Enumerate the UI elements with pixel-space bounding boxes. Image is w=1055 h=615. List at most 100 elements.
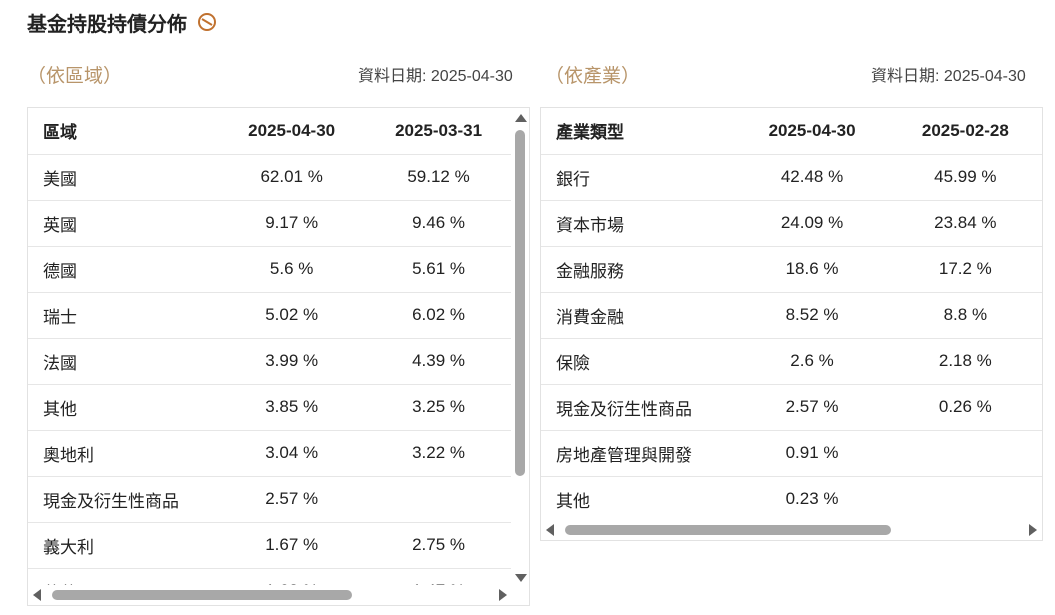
industry-value-cell: 45.99 % <box>888 154 1042 201</box>
horizontal-scroll-thumb[interactable] <box>565 525 891 535</box>
scroll-left-arrow-icon[interactable] <box>546 524 554 536</box>
column-header-region: 區域 <box>28 108 219 155</box>
industry-horizontal-scrollbar[interactable] <box>541 520 1042 540</box>
industry-name-cell: 保險 <box>541 338 736 385</box>
region-horizontal-scrollbar[interactable] <box>28 585 512 605</box>
industry-table-row: 金融服務 18.6 % 17.2 % <box>541 246 1042 293</box>
scroll-right-arrow-icon[interactable] <box>499 589 507 601</box>
column-header-date-2: 2025-02-28 <box>888 108 1042 155</box>
region-table-row: 瑞士 5.02 % 6.02 % <box>28 292 512 339</box>
industry-name-cell: 資本市場 <box>541 200 736 247</box>
region-value-cell: 6.02 % <box>365 292 512 339</box>
region-value-cell: 3.85 % <box>218 384 366 431</box>
vertical-scroll-thumb[interactable] <box>515 130 525 476</box>
industry-value-cell: 24.09 % <box>735 200 889 247</box>
industry-value-cell: 2.18 % <box>888 338 1042 385</box>
region-name-cell: 瑞士 <box>28 292 219 339</box>
scroll-up-arrow-icon[interactable] <box>515 114 527 122</box>
industry-name-cell: 現金及衍生性商品 <box>541 384 736 431</box>
region-value-cell: 5.6 % <box>218 246 366 293</box>
region-name-cell: 英國 <box>28 200 219 247</box>
industry-data-date: 資料日期: 2025-04-30 <box>871 68 1026 85</box>
industry-table-row: 銀行 42.48 % 45.99 % <box>541 154 1042 201</box>
region-table-row: 其他 3.85 % 3.25 % <box>28 384 512 431</box>
region-data-date: 資料日期: 2025-04-30 <box>358 68 513 85</box>
region-section-label: （依區域） <box>27 66 123 87</box>
region-value-cell: 5.02 % <box>218 292 366 339</box>
region-value-cell <box>365 476 512 523</box>
region-table-row: 英國 9.17 % 9.46 % <box>28 200 512 247</box>
industry-table-row: 現金及衍生性商品 2.57 % 0.26 % <box>541 384 1042 431</box>
industry-value-cell: 0.26 % <box>888 384 1042 431</box>
region-name-cell: 荷蘭 <box>28 568 219 585</box>
page-title-text: 基金持股持債分佈 <box>27 13 187 36</box>
region-value-cell: 3.99 % <box>218 338 366 385</box>
industry-name-cell: 銀行 <box>541 154 736 201</box>
scroll-down-arrow-icon[interactable] <box>515 574 527 582</box>
region-table-row: 現金及衍生性商品 2.57 % <box>28 476 512 523</box>
region-table-header: 區域 2025-04-30 2025-03-31 <box>28 108 512 155</box>
region-table-row: 德國 5.6 % 5.61 % <box>28 246 512 293</box>
industry-table: 產業類型 2025-04-30 2025-02-28 銀行 42.48 % 45.9… <box>541 108 1042 520</box>
region-name-cell: 德國 <box>28 246 219 293</box>
region-vertical-scrollbar[interactable] <box>511 108 529 586</box>
horizontal-scroll-thumb[interactable] <box>52 590 352 600</box>
region-value-cell: 5.61 % <box>365 246 512 293</box>
industry-value-cell: 17.2 % <box>888 246 1042 293</box>
region-name-cell: 美國 <box>28 154 219 201</box>
region-value-cell: 3.25 % <box>365 384 512 431</box>
industry-value-cell: 0.91 % <box>735 430 889 477</box>
industry-name-cell: 其他 <box>541 476 736 520</box>
industry-table-row: 保險 2.6 % 2.18 % <box>541 338 1042 385</box>
region-table-row: 法國 3.99 % 4.39 % <box>28 338 512 385</box>
pie-chart-icon[interactable] <box>197 12 217 32</box>
region-table-row: 美國 62.01 % 59.12 % <box>28 154 512 201</box>
industry-value-cell: 2.6 % <box>735 338 889 385</box>
region-value-cell: 2.75 % <box>365 522 512 569</box>
region-name-cell: 義大利 <box>28 522 219 569</box>
industry-table-row: 資本市場 24.09 % 23.84 % <box>541 200 1042 247</box>
region-value-cell: 59.12 % <box>365 154 512 201</box>
region-table: 區域 2025-04-30 2025-03-31 美國 62.01 % 59.12 … <box>28 108 512 585</box>
industry-value-cell: 23.84 % <box>888 200 1042 247</box>
industry-section-label: （依產業） <box>545 66 641 87</box>
region-name-cell: 奧地利 <box>28 430 219 477</box>
region-value-cell: 9.17 % <box>218 200 366 247</box>
column-header-date-1: 2025-04-30 <box>218 108 366 155</box>
region-name-cell: 現金及衍生性商品 <box>28 476 219 523</box>
industry-value-cell: 0.23 % <box>735 476 889 520</box>
industry-value-cell: 8.52 % <box>735 292 889 339</box>
region-table-row: 義大利 1.67 % 2.75 % <box>28 522 512 569</box>
region-value-cell: 2.57 % <box>218 476 366 523</box>
region-table-panel: 區域 2025-04-30 2025-03-31 美國 62.01 % 59.12 … <box>27 107 530 606</box>
region-value-cell: 1.63 % <box>218 568 366 585</box>
industry-name-cell: 房地產管理與開發 <box>541 430 736 477</box>
region-name-cell: 法國 <box>28 338 219 385</box>
region-value-cell: 9.46 % <box>365 200 512 247</box>
industry-value-cell <box>888 430 1042 477</box>
industry-table-row: 其他 0.23 % <box>541 476 1042 520</box>
region-value-cell: 1.47 % <box>365 568 512 585</box>
industry-value-cell: 2.57 % <box>735 384 889 431</box>
region-value-cell: 1.67 % <box>218 522 366 569</box>
industry-name-cell: 消費金融 <box>541 292 736 339</box>
column-header-date-2: 2025-03-31 <box>365 108 512 155</box>
industry-value-cell: 42.48 % <box>735 154 889 201</box>
region-value-cell: 4.39 % <box>365 338 512 385</box>
industry-value-cell <box>888 476 1042 520</box>
region-table-row: 荷蘭1.63 %1.47 % <box>28 568 512 585</box>
region-value-cell: 62.01 % <box>218 154 366 201</box>
scroll-left-arrow-icon[interactable] <box>33 589 41 601</box>
scroll-right-arrow-icon[interactable] <box>1029 524 1037 536</box>
industry-name-cell: 金融服務 <box>541 246 736 293</box>
region-table-viewport: 區域 2025-04-30 2025-03-31 美國 62.01 % 59.12 … <box>28 108 512 585</box>
region-value-cell: 3.22 % <box>365 430 512 477</box>
region-table-row: 奧地利 3.04 % 3.22 % <box>28 430 512 477</box>
industry-table-row: 消費金融 8.52 % 8.8 % <box>541 292 1042 339</box>
region-name-cell: 其他 <box>28 384 219 431</box>
page-title: 基金持股持債分佈 <box>27 8 217 36</box>
industry-table-header: 產業類型 2025-04-30 2025-02-28 <box>541 108 1042 155</box>
industry-table-panel: 產業類型 2025-04-30 2025-02-28 銀行 42.48 % 45.9… <box>540 107 1043 541</box>
industry-table-row: 房地產管理與開發 0.91 % <box>541 430 1042 477</box>
industry-table-viewport: 產業類型 2025-04-30 2025-02-28 銀行 42.48 % 45.9… <box>541 108 1042 520</box>
